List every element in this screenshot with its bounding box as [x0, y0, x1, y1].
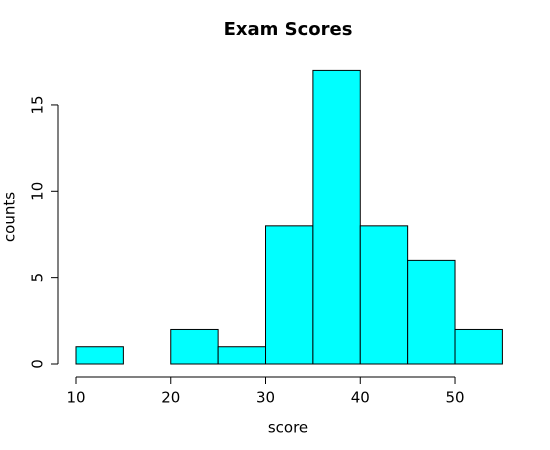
bar — [170, 328, 219, 365]
x-tick-label: 10 — [66, 389, 85, 407]
y-tick-label: 10 — [29, 182, 47, 201]
bar — [75, 346, 124, 365]
bar — [454, 328, 503, 365]
y-tick-label: 0 — [29, 359, 47, 369]
y-tick-label: 15 — [29, 95, 47, 114]
x-tick-label: 40 — [351, 389, 370, 407]
bar — [217, 346, 267, 365]
x-axis-title: score — [268, 419, 308, 437]
x-tick-label: 30 — [256, 389, 275, 407]
y-tick-label: 5 — [29, 273, 47, 283]
chart-title: Exam Scores — [224, 19, 353, 40]
bar — [312, 69, 361, 365]
bar — [359, 225, 409, 365]
y-axis-title: counts — [1, 192, 19, 242]
bar — [407, 259, 456, 365]
x-tick-label: 20 — [161, 389, 180, 407]
bar — [265, 225, 314, 365]
x-tick-label: 50 — [445, 389, 464, 407]
